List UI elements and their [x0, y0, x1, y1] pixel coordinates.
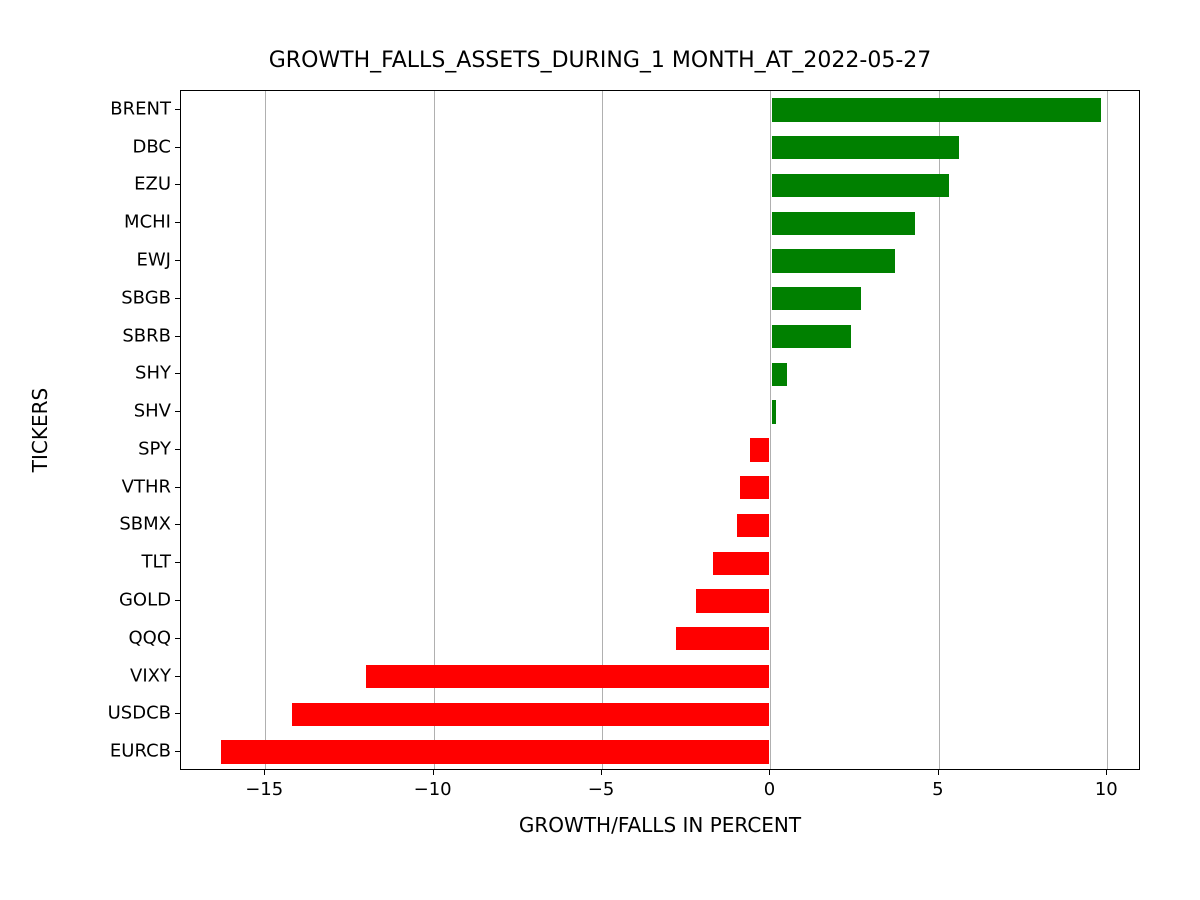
gridline-vertical	[1107, 91, 1108, 769]
bar	[713, 552, 769, 575]
bar	[772, 98, 1101, 121]
bar	[772, 287, 861, 310]
ytick-mark	[175, 487, 180, 488]
bar	[366, 665, 769, 688]
ytick-label: MCHI	[124, 212, 171, 233]
ytick-label: SHY	[135, 363, 171, 384]
ytick-label: EZU	[134, 174, 171, 195]
ytick-mark	[175, 676, 180, 677]
ytick-label: SBMX	[119, 514, 171, 535]
xtick-mark	[433, 770, 434, 775]
ytick-label: GOLD	[119, 590, 171, 611]
figure: GROWTH_FALLS_ASSETS_DURING_1 MONTH_AT_20…	[0, 0, 1200, 900]
ytick-label: SBRB	[122, 325, 171, 346]
ytick-mark	[175, 184, 180, 185]
ytick-mark	[175, 524, 180, 525]
ytick-mark	[175, 222, 180, 223]
bar	[772, 174, 949, 197]
xtick-label: −5	[588, 779, 615, 800]
ytick-label: VTHR	[122, 476, 171, 497]
y-axis-label: TICKERS	[28, 388, 52, 472]
xtick-label: 10	[1095, 779, 1118, 800]
ytick-mark	[175, 562, 180, 563]
bar	[772, 325, 851, 348]
ytick-label: SHV	[134, 401, 171, 422]
bar	[676, 627, 769, 650]
ytick-label: EURCB	[110, 741, 171, 762]
xtick-label: 0	[764, 779, 775, 800]
bar	[772, 363, 787, 386]
ytick-label: DBC	[133, 136, 171, 157]
ytick-label: USDCB	[108, 703, 171, 724]
ytick-mark	[175, 600, 180, 601]
ytick-mark	[175, 751, 180, 752]
ytick-label: SBGB	[121, 287, 171, 308]
ytick-mark	[175, 260, 180, 261]
ytick-mark	[175, 373, 180, 374]
xtick-label: −15	[245, 779, 283, 800]
bar	[772, 212, 915, 235]
ytick-label: QQQ	[128, 627, 171, 648]
xtick-mark	[601, 770, 602, 775]
xtick-mark	[769, 770, 770, 775]
bar	[750, 438, 769, 461]
xtick-label: −10	[414, 779, 452, 800]
gridline-vertical	[265, 91, 266, 769]
bar	[221, 740, 769, 763]
ytick-mark	[175, 411, 180, 412]
ytick-label: SPY	[138, 438, 171, 459]
ytick-mark	[175, 109, 180, 110]
x-axis-label: GROWTH/FALLS IN PERCENT	[180, 813, 1140, 837]
xtick-label: 5	[932, 779, 943, 800]
xtick-mark	[1106, 770, 1107, 775]
ytick-mark	[175, 713, 180, 714]
ytick-label: BRENT	[110, 98, 171, 119]
bar	[696, 589, 769, 612]
bar	[772, 136, 959, 159]
ytick-mark	[175, 449, 180, 450]
bar	[737, 514, 769, 537]
ytick-label: EWJ	[137, 250, 171, 271]
ytick-label: TLT	[141, 552, 171, 573]
xtick-mark	[264, 770, 265, 775]
bar	[772, 249, 895, 272]
xtick-mark	[938, 770, 939, 775]
ytick-mark	[175, 638, 180, 639]
ytick-mark	[175, 336, 180, 337]
ytick-label: VIXY	[130, 665, 171, 686]
ytick-mark	[175, 147, 180, 148]
bar	[772, 400, 776, 423]
bar	[740, 476, 769, 499]
bar	[292, 703, 769, 726]
ytick-mark	[175, 298, 180, 299]
chart-title: GROWTH_FALLS_ASSETS_DURING_1 MONTH_AT_20…	[0, 48, 1200, 73]
plot-area	[180, 90, 1140, 770]
